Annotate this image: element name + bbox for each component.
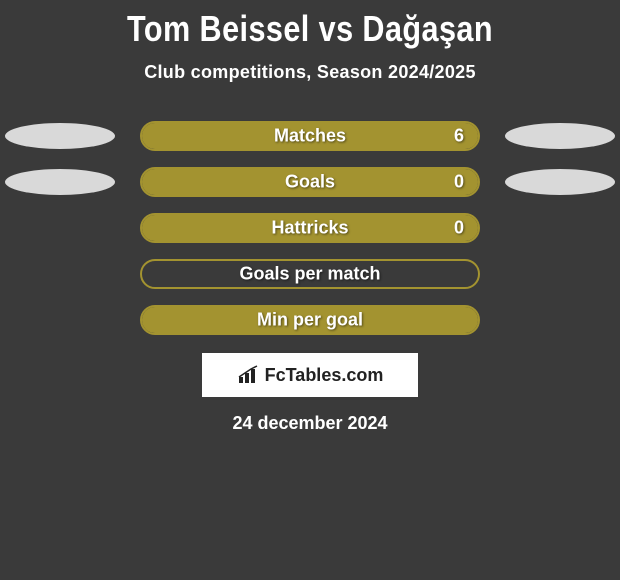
stat-row: Goals 0 [0, 167, 620, 197]
left-marker [5, 123, 115, 149]
page-subtitle: Club competitions, Season 2024/2025 [0, 62, 620, 83]
stat-label: Goals per match [239, 264, 380, 285]
stat-label: Hattricks [271, 218, 348, 239]
date-text: 24 december 2024 [0, 413, 620, 434]
left-spacer [0, 261, 110, 287]
right-spacer [500, 261, 610, 287]
stat-bar: Min per goal [140, 305, 480, 335]
stat-row: Hattricks 0 [0, 213, 620, 243]
left-marker [5, 169, 115, 195]
right-spacer [500, 215, 610, 241]
stat-label: Matches [274, 126, 346, 147]
stat-bar: Goals 0 [140, 167, 480, 197]
stat-row: Matches 6 [0, 121, 620, 151]
page-title: Tom Beissel vs Dağaşan [47, 8, 574, 50]
stat-label: Min per goal [257, 310, 363, 331]
left-spacer [0, 215, 110, 241]
right-spacer [500, 307, 610, 333]
stat-value: 6 [454, 126, 464, 147]
left-spacer [0, 307, 110, 333]
stat-row: Goals per match [0, 259, 620, 289]
stat-value: 0 [454, 218, 464, 239]
stat-bar: Goals per match [140, 259, 480, 289]
stat-row: Min per goal [0, 305, 620, 335]
stat-bar: Hattricks 0 [140, 213, 480, 243]
logo-box: FcTables.com [202, 353, 418, 397]
stat-label: Goals [285, 172, 335, 193]
chart-icon [237, 365, 261, 385]
stat-rows: Matches 6 Goals 0 Hattricks 0 Goals per match M… [0, 121, 620, 335]
logo-text: FcTables.com [265, 365, 384, 386]
right-marker [505, 123, 615, 149]
stat-bar: Matches 6 [140, 121, 480, 151]
stat-value: 0 [454, 172, 464, 193]
right-marker [505, 169, 615, 195]
